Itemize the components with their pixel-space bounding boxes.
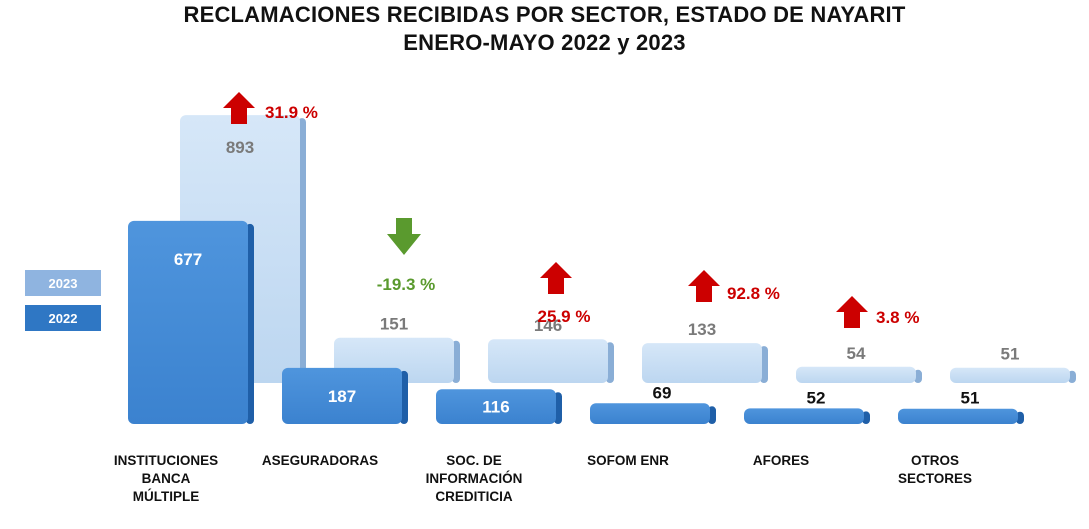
category-label-1: ASEGURADORAS — [245, 452, 395, 470]
category-label-line: SECTORES — [897, 471, 973, 486]
value-label-2022-0: 677 — [174, 250, 202, 269]
category-label-line: OTROS — [910, 453, 959, 468]
change-label-0: 31.9 % — [265, 103, 318, 122]
category-label-line: INSTITUCIONES — [113, 453, 219, 468]
bar-2022-2 — [436, 389, 556, 424]
value-label-2023-0: 893 — [226, 138, 254, 157]
category-label-4: AFORES — [706, 452, 856, 470]
bar-2023-2 — [488, 339, 608, 383]
bar-2022-5 — [898, 408, 1018, 424]
change-label-1: -19.3 % — [377, 275, 436, 294]
bar-2023-4 — [796, 366, 916, 383]
category-label-line: CREDITICIA — [435, 489, 513, 504]
down-arrow-icon-1 — [387, 218, 421, 255]
value-label-2023-3: 133 — [688, 320, 716, 339]
category-label-line: SOC. DE — [446, 453, 502, 468]
bar-2022-3 — [590, 403, 710, 424]
value-label-2022-4: 52 — [807, 388, 826, 407]
value-label-2023-2: 146 — [534, 316, 562, 335]
category-label-line: INFORMACIÓN — [425, 471, 523, 486]
bar-2022-1 — [282, 367, 402, 424]
chart-title-line2: ENERO-MAYO 2022 y 2023 — [403, 30, 686, 55]
category-label-2: SOC. DE INFORMACIÓN CREDITICIA — [399, 452, 549, 506]
change-label-3: 92.8 % — [727, 284, 780, 303]
bar-2022-4 — [744, 408, 864, 424]
value-label-2023-5: 51 — [1001, 345, 1020, 364]
up-arrow-icon-2 — [540, 262, 572, 294]
up-arrow-icon-0 — [223, 92, 255, 124]
bar-2023-3 — [642, 343, 762, 383]
category-label-line: MÚLTIPLE — [132, 489, 200, 504]
category-label-line: ASEGURADORAS — [261, 453, 379, 468]
bar-2023-5 — [950, 367, 1070, 383]
category-label-0: INSTITUCIONES BANCA MÚLTIPLE — [91, 452, 241, 506]
category-label-5: OTROS SECTORES — [860, 452, 1010, 488]
value-label-2022-3: 69 — [653, 383, 672, 402]
bar-2022-0 — [128, 220, 248, 424]
change-label-2: 25.9 % — [538, 307, 591, 326]
up-arrow-icon-4 — [836, 296, 868, 328]
change-label-4: 3.8 % — [876, 308, 919, 327]
legend-item-2023: 2023 — [25, 270, 101, 296]
value-label-2023-1: 151 — [380, 315, 408, 334]
chart-title-line1: RECLAMACIONES RECIBIDAS POR SECTOR, ESTA… — [183, 2, 906, 27]
category-label-line: AFORES — [752, 453, 810, 468]
value-label-2022-2: 116 — [482, 398, 509, 417]
value-label-2022-1: 187 — [328, 387, 356, 406]
category-label-3: SOFOM ENR — [553, 452, 703, 470]
value-label-2022-5: 51 — [961, 389, 980, 408]
legend-item-2022: 2022 — [25, 305, 101, 331]
up-arrow-icon-3 — [688, 270, 720, 302]
category-label-line: BANCA — [141, 471, 191, 486]
category-label-line: SOFOM ENR — [587, 453, 669, 468]
value-label-2023-4: 54 — [847, 344, 866, 363]
